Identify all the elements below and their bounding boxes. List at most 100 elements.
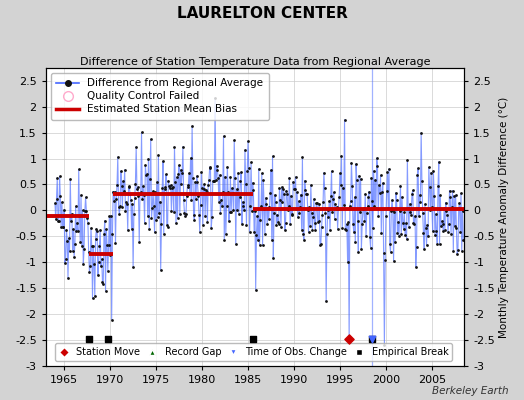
Point [454,205,463,211]
Point [367,174,376,181]
Point [258,170,266,177]
Point [307,182,315,188]
Point [401,220,410,226]
Point [409,219,418,226]
Point [434,159,443,165]
Point [195,212,203,218]
Point [180,197,188,203]
Point [399,226,408,232]
Point [167,182,175,188]
Point [226,174,235,180]
Point [94,272,102,278]
Point [437,222,445,229]
Point [385,166,393,172]
Point [400,209,409,215]
Point [388,196,396,203]
Point [182,192,191,199]
Point [72,227,81,234]
Point [353,218,362,224]
Point [323,207,332,213]
Point [152,179,161,185]
Point [410,220,419,227]
Point [54,218,62,225]
Point [119,188,128,194]
Point [215,172,224,178]
Point [214,174,222,181]
Point [341,226,350,233]
Point [373,155,381,161]
Point [96,227,104,233]
Point [309,214,318,220]
Point [283,207,292,213]
Point [220,133,228,139]
Point [266,190,275,196]
Point [241,147,249,153]
Point [331,200,340,207]
Point [396,182,405,189]
Point [271,199,280,206]
Point [94,259,103,265]
Point [111,240,119,246]
Point [166,184,174,191]
Point [101,218,109,224]
Point [426,206,434,213]
Point [244,138,252,144]
Point [230,207,238,213]
Point [258,242,267,248]
Point [74,166,83,173]
Point [414,165,422,172]
Point [278,198,287,205]
Point [70,254,78,260]
Point [288,212,297,218]
Point [416,198,424,205]
Point [395,232,403,239]
Point [174,171,182,178]
Point [127,196,135,203]
Point [363,210,371,216]
Point [250,229,258,236]
Point [255,242,264,248]
Point [429,228,437,234]
Point [334,206,343,212]
Point [238,220,246,227]
Point [56,193,64,200]
Point [449,188,457,194]
Point [200,186,208,193]
Point [223,164,232,170]
Point [168,185,177,191]
Point [242,222,250,228]
Point [208,214,216,220]
Point [131,180,139,187]
Point [170,144,179,150]
Point [206,164,215,171]
Point [372,204,380,211]
Point [220,237,228,244]
Point [102,226,111,233]
Text: LAURELTON CENTER: LAURELTON CENTER [177,6,347,21]
Point [368,198,376,204]
Point [257,203,265,209]
Point [311,227,320,233]
Point [330,189,338,195]
Point [196,202,205,208]
Point [363,203,372,210]
Point [103,242,111,249]
Point [219,188,227,195]
Point [91,293,99,299]
Point [187,154,195,161]
Point [88,243,96,249]
Point [264,204,272,211]
Point [114,204,123,210]
Point [439,228,447,234]
Point [159,158,167,164]
Point [191,178,199,185]
Point [213,167,222,173]
Point [346,202,354,209]
Point [326,193,335,200]
Point [305,204,313,211]
Point [354,249,363,255]
Point [173,215,182,221]
Point [407,212,416,218]
Point [77,192,85,198]
Point [252,287,260,293]
